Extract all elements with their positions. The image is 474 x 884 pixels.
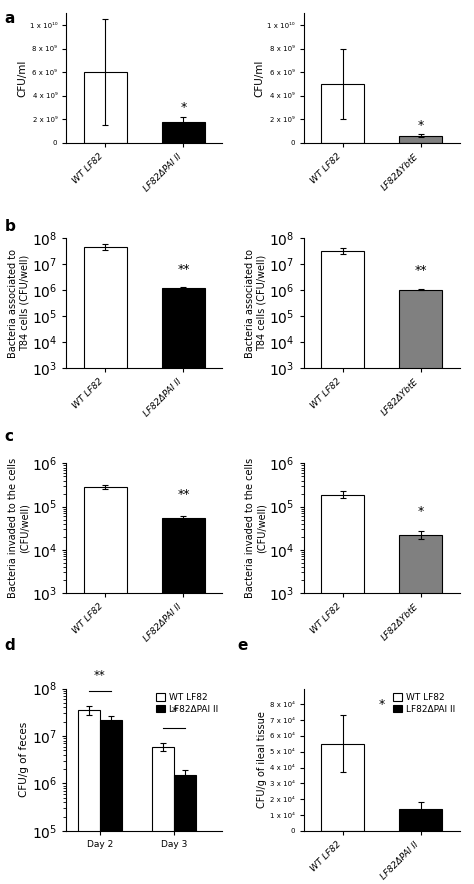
Y-axis label: CFU/ml: CFU/ml	[254, 59, 264, 96]
Text: **: **	[94, 668, 106, 682]
Bar	[399, 535, 442, 884]
Legend: WT LF82, LF82ΔPAI II: WT LF82, LF82ΔPAI II	[156, 693, 218, 713]
Bar	[100, 720, 122, 884]
Legend: WT LF82, LF82ΔPAI II: WT LF82, LF82ΔPAI II	[393, 693, 455, 713]
Bar	[174, 775, 196, 884]
Bar	[84, 72, 127, 142]
Text: **: **	[177, 488, 190, 500]
Y-axis label: CFU/g of feces: CFU/g of feces	[19, 722, 29, 797]
Text: a: a	[5, 11, 15, 26]
Text: *: *	[379, 697, 385, 711]
Bar	[84, 248, 127, 884]
Bar	[399, 809, 442, 831]
Bar	[321, 251, 364, 884]
Y-axis label: Bacteria associated to
T84 cells (CFU/well): Bacteria associated to T84 cells (CFU/we…	[245, 248, 266, 358]
Bar	[399, 290, 442, 884]
Y-axis label: CFU/g of ileal tissue: CFU/g of ileal tissue	[257, 712, 267, 808]
Bar	[321, 744, 364, 831]
Bar	[78, 710, 100, 884]
Text: b: b	[5, 219, 16, 234]
Bar	[84, 487, 127, 884]
Bar	[152, 746, 174, 884]
Text: *: *	[180, 101, 187, 114]
Y-axis label: Bacteria invaded to the cells
(CFU/well): Bacteria invaded to the cells (CFU/well)	[8, 458, 29, 598]
Text: e: e	[237, 638, 247, 653]
Text: *: *	[418, 119, 424, 133]
Bar	[321, 494, 364, 884]
Y-axis label: Bacteria invaded to the cells
(CFU/well): Bacteria invaded to the cells (CFU/well)	[245, 458, 266, 598]
Text: c: c	[5, 429, 14, 444]
Text: *: *	[171, 705, 177, 718]
Text: d: d	[5, 638, 16, 653]
Y-axis label: CFU/ml: CFU/ml	[17, 59, 27, 96]
Y-axis label: Bacteria associated to
T84 cells (CFU/well): Bacteria associated to T84 cells (CFU/we…	[8, 248, 29, 358]
Text: **: **	[414, 264, 427, 278]
Bar	[162, 288, 205, 884]
Bar	[321, 84, 364, 142]
Text: *: *	[418, 505, 424, 518]
Bar	[162, 518, 205, 884]
Bar	[162, 122, 205, 142]
Text: **: **	[177, 263, 190, 276]
Bar	[399, 136, 442, 142]
